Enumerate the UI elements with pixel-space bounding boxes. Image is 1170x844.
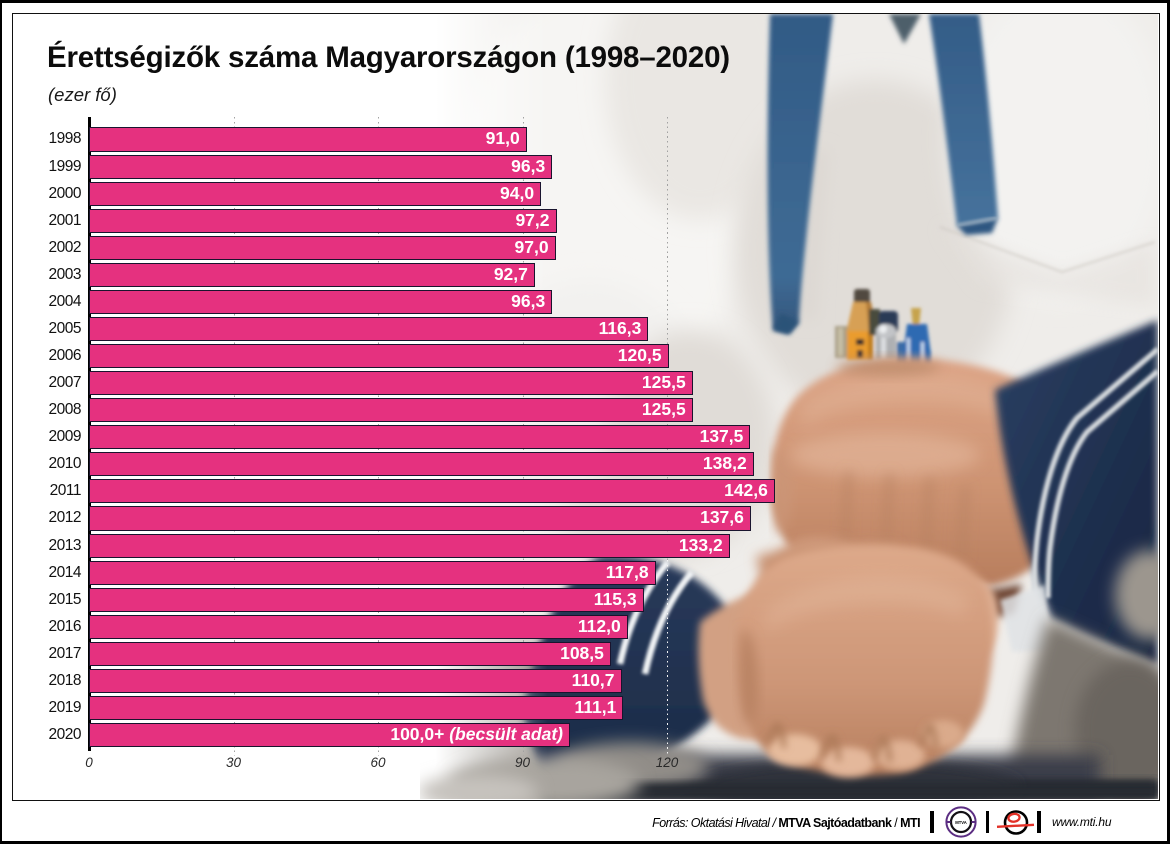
svg-text:MTVA: MTVA	[955, 820, 967, 825]
